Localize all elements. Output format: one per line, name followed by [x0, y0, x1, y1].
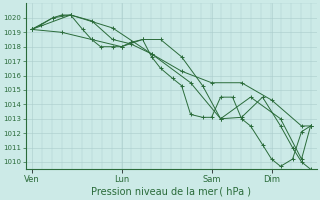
X-axis label: Pression niveau de la mer ( hPa ): Pression niveau de la mer ( hPa ) — [91, 187, 251, 197]
